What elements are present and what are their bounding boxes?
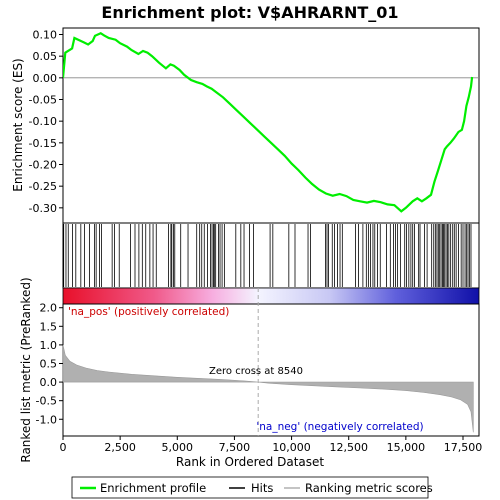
metric-ytick-label: 0.0 <box>40 376 58 389</box>
zero-cross-label: Zero cross at 8540 <box>209 366 303 377</box>
x-tick-label: 17,500 <box>444 441 483 454</box>
legend-hits-label: Hits <box>251 481 273 495</box>
metric-ytick-label: 0.5 <box>40 357 58 370</box>
es-ytick-label: 0.10 <box>33 29 58 42</box>
metric-ytick-label: 1.0 <box>40 339 58 352</box>
es-ytick-label: -0.20 <box>29 159 57 172</box>
x-tick-label: 5,000 <box>162 441 194 454</box>
es-ytick-label: -0.15 <box>29 137 57 150</box>
metric-ytick-label: 1.5 <box>40 320 58 333</box>
x-axis-label: Rank in Ordered Dataset <box>176 455 324 469</box>
metric-panel <box>62 303 480 437</box>
es-ytick-label: -0.30 <box>29 202 57 215</box>
legend-box <box>71 476 429 499</box>
es-ylabel: Enrichment score (ES) <box>11 58 25 191</box>
hits-panel <box>62 222 480 289</box>
legend: Enrichment profile Hits Ranking metric s… <box>71 476 433 499</box>
x-tick-label: 7,500 <box>219 441 251 454</box>
es-ytick-label: 0.05 <box>33 50 58 63</box>
x-tick-label: 12,500 <box>329 441 368 454</box>
metric-ytick-label: -1.0 <box>36 413 57 426</box>
metric-ytick-label: -0.5 <box>36 395 57 408</box>
es-ytick-label: 0.00 <box>33 72 58 85</box>
x-tick-label: 2,500 <box>104 441 136 454</box>
es-panel <box>62 27 480 224</box>
metric-ylabel: Ranked list metric (PreRanked) <box>19 277 33 462</box>
enrichment-profile-line <box>63 31 474 213</box>
es-ytick-label: -0.25 <box>29 180 57 193</box>
x-tick-label: 10,000 <box>272 441 311 454</box>
ranking-metric-area <box>62 344 474 433</box>
pos-label: 'na_pos' (positively correlated) <box>68 306 229 318</box>
x-tick-label: 15,000 <box>387 441 426 454</box>
legend-metric-label: Ranking metric scores <box>305 481 433 495</box>
es-ytick-label: -0.05 <box>29 94 57 107</box>
es-ytick-label: -0.10 <box>29 115 57 128</box>
neg-label: 'na_neg' (negatively correlated) <box>256 421 423 433</box>
rank-color-bar <box>62 287 480 305</box>
x-tick-label: 0 <box>60 441 67 454</box>
chart-title: Enrichment plot: V$AHRARNT_01 <box>101 3 398 22</box>
legend-profile-label: Enrichment profile <box>100 481 206 495</box>
metric-ytick-label: 2.0 <box>40 302 58 315</box>
